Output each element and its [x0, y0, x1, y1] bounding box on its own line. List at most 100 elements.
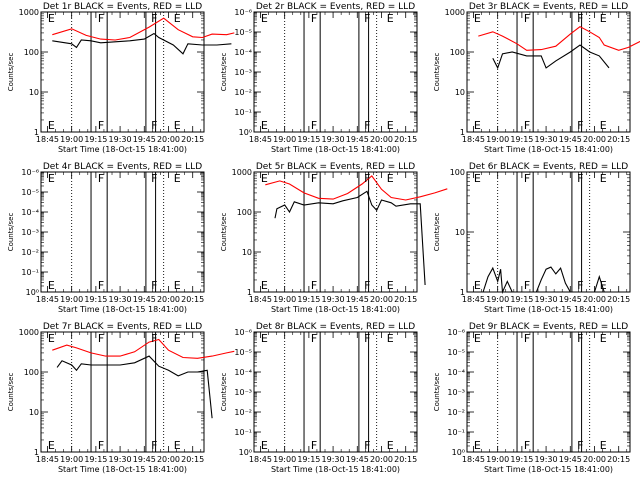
y-tick-label: 1000	[19, 8, 39, 17]
detector-panel-2: Det 2r BLACK = Events, RED = LLD Counts/s…	[220, 2, 418, 154]
x-tick-label: 20:15	[394, 455, 417, 464]
x-tick-label: 19:00	[273, 135, 296, 144]
marker-label-bottom: E	[261, 439, 268, 452]
panel-title: Det 6r BLACK = Events, RED = LLD	[469, 162, 628, 172]
x-tick-label: 20:00	[157, 295, 180, 304]
y-axis-label: Counts/sec	[433, 213, 441, 252]
marker-label-top: E	[600, 172, 607, 185]
plot-frame	[466, 11, 631, 133]
x-tick-label: 18:45	[249, 295, 272, 304]
detector-panel-5: Det 5r BLACK = Events, RED = LLD Counts/s…	[220, 162, 448, 314]
events-series-line	[56, 355, 213, 419]
x-axis-label: Start Time (18-Oct-15 18:41:00)	[58, 145, 187, 154]
marker-label-bottom: E	[387, 279, 394, 292]
marker-label-top: F	[577, 332, 583, 345]
y-tick-label: 10⁻¹	[447, 428, 465, 437]
lld-series-line	[265, 175, 448, 201]
y-tick-label: 10⁻¹	[234, 108, 252, 117]
y-axis-label: Counts/sec	[433, 53, 441, 92]
marker-label-bottom: F	[577, 439, 583, 452]
marker-label-top: E	[387, 12, 394, 25]
x-tick-label: 19:00	[273, 295, 296, 304]
marker-label-top: F	[524, 12, 530, 25]
x-tick-label: 20:15	[394, 295, 417, 304]
x-tick-label: 20:15	[607, 135, 630, 144]
marker-label-bottom: E	[261, 119, 268, 132]
marker-label-top: F	[151, 332, 157, 345]
x-tick-label: 19:45	[559, 455, 582, 464]
marker-label-top: F	[577, 12, 583, 25]
y-axis-label: Counts/sec	[7, 373, 15, 412]
y-axis-label: Counts/sec	[7, 53, 15, 92]
y-tick-label: 10⁻³	[234, 68, 252, 77]
marker-label-top: E	[48, 12, 55, 25]
events-series-line	[482, 266, 605, 295]
y-tick-label: 100	[450, 168, 465, 177]
marker-label-bottom: E	[474, 439, 481, 452]
plot-frame	[40, 331, 205, 453]
x-tick-label: 19:00	[486, 295, 509, 304]
y-tick-label: 10⁻²	[447, 408, 465, 417]
x-tick-label: 20:15	[181, 455, 204, 464]
x-axis-label: Start Time (18-Oct-15 18:41:00)	[271, 145, 400, 154]
y-tick-label: 10⁻⁵	[234, 28, 252, 37]
marker-label-top: E	[261, 12, 268, 25]
y-tick-label: 10⁻²	[234, 408, 252, 417]
y-axis-label: Counts/sec	[7, 213, 15, 252]
x-tick-label: 20:00	[583, 295, 606, 304]
marker-label-bottom: F	[151, 439, 157, 452]
marker-label-bottom: E	[261, 279, 268, 292]
detector-panel-3: Det 3r BLACK = Events, RED = LLD Counts/s…	[433, 2, 640, 154]
marker-label-bottom: F	[151, 279, 157, 292]
x-tick-label: 19:30	[322, 135, 345, 144]
x-tick-label: 18:45	[36, 295, 59, 304]
x-tick-label: 19:45	[346, 455, 369, 464]
marker-label-top: E	[474, 332, 481, 345]
y-tick-label: 10	[29, 88, 39, 97]
x-tick-label: 19:30	[535, 295, 558, 304]
x-tick-label: 20:00	[583, 135, 606, 144]
x-tick-label: 20:00	[583, 455, 606, 464]
lld-series-line	[52, 17, 235, 41]
y-tick-label: 10⁻⁴	[447, 368, 465, 377]
marker-label-bottom: F	[151, 119, 157, 132]
marker-label-bottom: E	[174, 439, 181, 452]
plot-frame	[253, 171, 418, 293]
x-tick-label: 19:15	[297, 135, 320, 144]
x-tick-label: 19:45	[346, 295, 369, 304]
x-tick-label: 19:00	[60, 135, 83, 144]
plot-frame	[466, 331, 631, 453]
x-tick-label: 20:00	[370, 455, 393, 464]
y-tick-label: 10	[242, 248, 252, 257]
marker-label-bottom: E	[474, 279, 481, 292]
marker-label-top: F	[311, 332, 317, 345]
x-tick-label: 19:30	[535, 135, 558, 144]
plot-frame	[40, 171, 205, 293]
panel-title: Det 9r BLACK = Events, RED = LLD	[469, 322, 628, 332]
detector-panel-7: Det 7r BLACK = Events, RED = LLD Counts/s…	[7, 322, 235, 474]
events-series-line	[492, 44, 610, 70]
y-axis-label: Counts/sec	[220, 53, 228, 92]
marker-label-bottom: E	[600, 279, 607, 292]
marker-label-bottom: F	[577, 279, 583, 292]
marker-label-bottom: E	[48, 439, 55, 452]
y-tick-label: 1000	[19, 328, 39, 337]
x-axis-label: Start Time (18-Oct-15 18:41:00)	[484, 145, 613, 154]
panel-title: Det 3r BLACK = Events, RED = LLD	[469, 2, 628, 12]
x-tick-label: 20:15	[181, 135, 204, 144]
x-tick-label: 19:30	[322, 295, 345, 304]
marker-label-bottom: F	[524, 119, 530, 132]
x-tick-label: 19:00	[60, 455, 83, 464]
plot-frame	[253, 11, 418, 133]
marker-label-top: E	[600, 12, 607, 25]
x-tick-label: 19:45	[133, 295, 156, 304]
marker-label-bottom: F	[98, 279, 104, 292]
marker-label-top: E	[48, 332, 55, 345]
x-tick-label: 19:00	[486, 135, 509, 144]
x-tick-label: 19:15	[510, 295, 533, 304]
y-tick-label: 10⁻⁵	[21, 188, 39, 197]
marker-label-top: E	[474, 172, 481, 185]
marker-label-top: F	[151, 172, 157, 185]
marker-label-top: F	[311, 12, 317, 25]
